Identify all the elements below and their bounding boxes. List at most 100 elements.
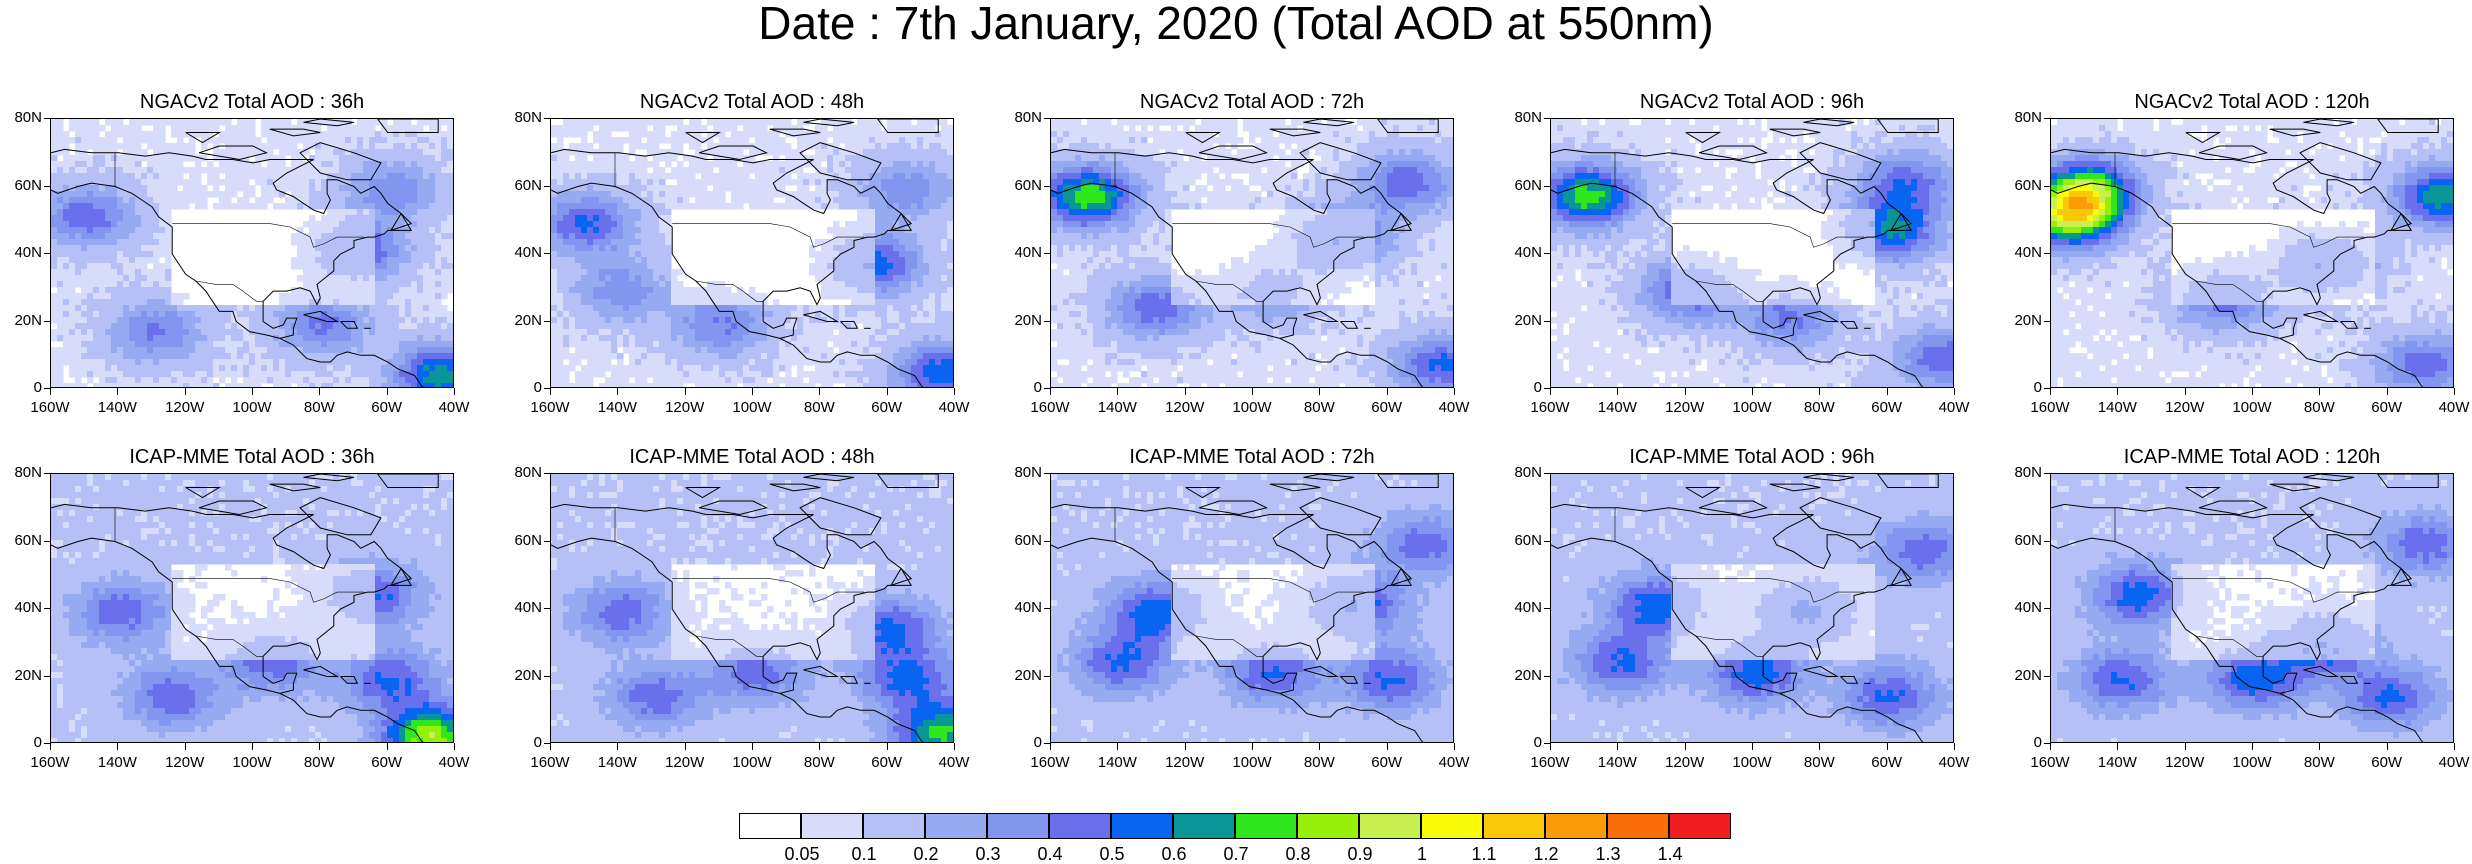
lat-tick-label: 0	[998, 380, 1042, 396]
lon-tick-label: 160W	[25, 400, 75, 416]
colorbar-swatch	[1483, 813, 1545, 839]
lat-tick-label: 0	[498, 735, 542, 751]
lat-tick	[2044, 608, 2050, 609]
panel-title: ICAP-MME Total AOD : 36h	[50, 445, 454, 469]
lon-tick-label: 160W	[2025, 755, 2075, 771]
lon-tick	[1050, 388, 1051, 395]
lon-tick	[2050, 743, 2051, 750]
lon-tick	[954, 743, 955, 750]
lon-tick	[1050, 743, 1051, 750]
lon-tick	[1752, 743, 1753, 750]
lon-tick	[1252, 388, 1253, 395]
lat-tick-label: 0	[1498, 380, 1542, 396]
lat-tick-label: 0	[1498, 735, 1542, 751]
lat-tick-label: 40N	[0, 600, 42, 616]
colorbar-label: 0.6	[1149, 844, 1199, 864]
lat-tick	[2044, 473, 2050, 474]
lat-tick	[2044, 253, 2050, 254]
aod-field	[51, 474, 454, 743]
aod-field	[2051, 119, 2454, 388]
map-frame	[1550, 118, 1954, 388]
colorbar-label: 0.2	[901, 844, 951, 864]
map-frame	[1050, 473, 1454, 743]
map-frame	[2050, 118, 2454, 388]
lon-tick-label: 40W	[429, 400, 479, 416]
lon-tick-label: 80W	[1294, 400, 1344, 416]
lat-tick	[1044, 253, 1050, 254]
lat-tick	[1044, 676, 1050, 677]
lat-tick	[2044, 186, 2050, 187]
lon-tick-label: 40W	[1929, 755, 1979, 771]
lat-tick-label: 60N	[0, 533, 42, 549]
lon-tick-label: 120W	[660, 400, 710, 416]
lon-tick	[319, 388, 320, 395]
lon-tick	[887, 388, 888, 395]
lon-tick	[454, 388, 455, 395]
lat-tick	[44, 473, 50, 474]
lon-tick-label: 120W	[1660, 755, 1710, 771]
lon-tick-label: 80W	[294, 755, 344, 771]
colorbar-swatch	[987, 813, 1049, 839]
colorbar-swatch	[739, 813, 801, 839]
lon-tick-label: 40W	[1429, 755, 1479, 771]
lon-tick	[117, 743, 118, 750]
lat-tick	[544, 253, 550, 254]
lat-tick-label: 20N	[0, 668, 42, 684]
lat-tick-label: 80N	[998, 465, 1042, 481]
map-frame	[1050, 118, 1454, 388]
colorbar-swatch	[1297, 813, 1359, 839]
lon-tick-label: 120W	[2160, 755, 2210, 771]
lon-tick-label: 160W	[1525, 755, 1575, 771]
lon-tick-label: 80W	[794, 755, 844, 771]
lon-tick-label: 120W	[160, 400, 210, 416]
aod-field	[1551, 119, 1954, 388]
lon-tick-label: 60W	[862, 755, 912, 771]
lat-tick-label: 60N	[998, 533, 1042, 549]
lon-tick	[185, 743, 186, 750]
lon-tick	[2319, 388, 2320, 395]
lon-tick-label: 60W	[1862, 755, 1912, 771]
colorbar-label: 1.4	[1645, 844, 1695, 864]
colorbar-swatch	[1421, 813, 1483, 839]
aod-field	[551, 119, 954, 388]
map-frame	[50, 473, 454, 743]
lat-tick-label: 80N	[0, 465, 42, 481]
lon-tick	[1954, 388, 1955, 395]
lat-tick	[2044, 541, 2050, 542]
lon-tick	[1252, 743, 1253, 750]
colorbar-swatch	[1173, 813, 1235, 839]
lat-tick	[544, 608, 550, 609]
lat-tick	[544, 541, 550, 542]
panel-title: ICAP-MME Total AOD : 120h	[2050, 445, 2454, 469]
lon-tick-label: 40W	[1429, 400, 1479, 416]
lon-tick-label: 40W	[929, 400, 979, 416]
colorbar-swatch	[1359, 813, 1421, 839]
lon-tick-label: 140W	[92, 755, 142, 771]
lon-tick-label: 160W	[1025, 755, 1075, 771]
lat-tick	[1044, 321, 1050, 322]
lat-tick-label: 40N	[1998, 600, 2042, 616]
aod-field	[51, 119, 454, 388]
lat-tick	[1544, 118, 1550, 119]
lat-tick	[1044, 608, 1050, 609]
lon-tick	[1185, 743, 1186, 750]
lat-tick-label: 60N	[1998, 178, 2042, 194]
lon-tick	[2185, 743, 2186, 750]
lat-tick-label: 60N	[0, 178, 42, 194]
lat-tick	[44, 253, 50, 254]
lat-tick	[1544, 321, 1550, 322]
lon-tick	[752, 743, 753, 750]
lon-tick	[1887, 388, 1888, 395]
lat-tick	[1044, 186, 1050, 187]
panel-title: ICAP-MME Total AOD : 72h	[1050, 445, 1454, 469]
lon-tick-label: 60W	[1362, 400, 1412, 416]
lat-tick-label: 60N	[498, 533, 542, 549]
lat-tick-label: 40N	[0, 245, 42, 261]
lon-tick	[1117, 743, 1118, 750]
